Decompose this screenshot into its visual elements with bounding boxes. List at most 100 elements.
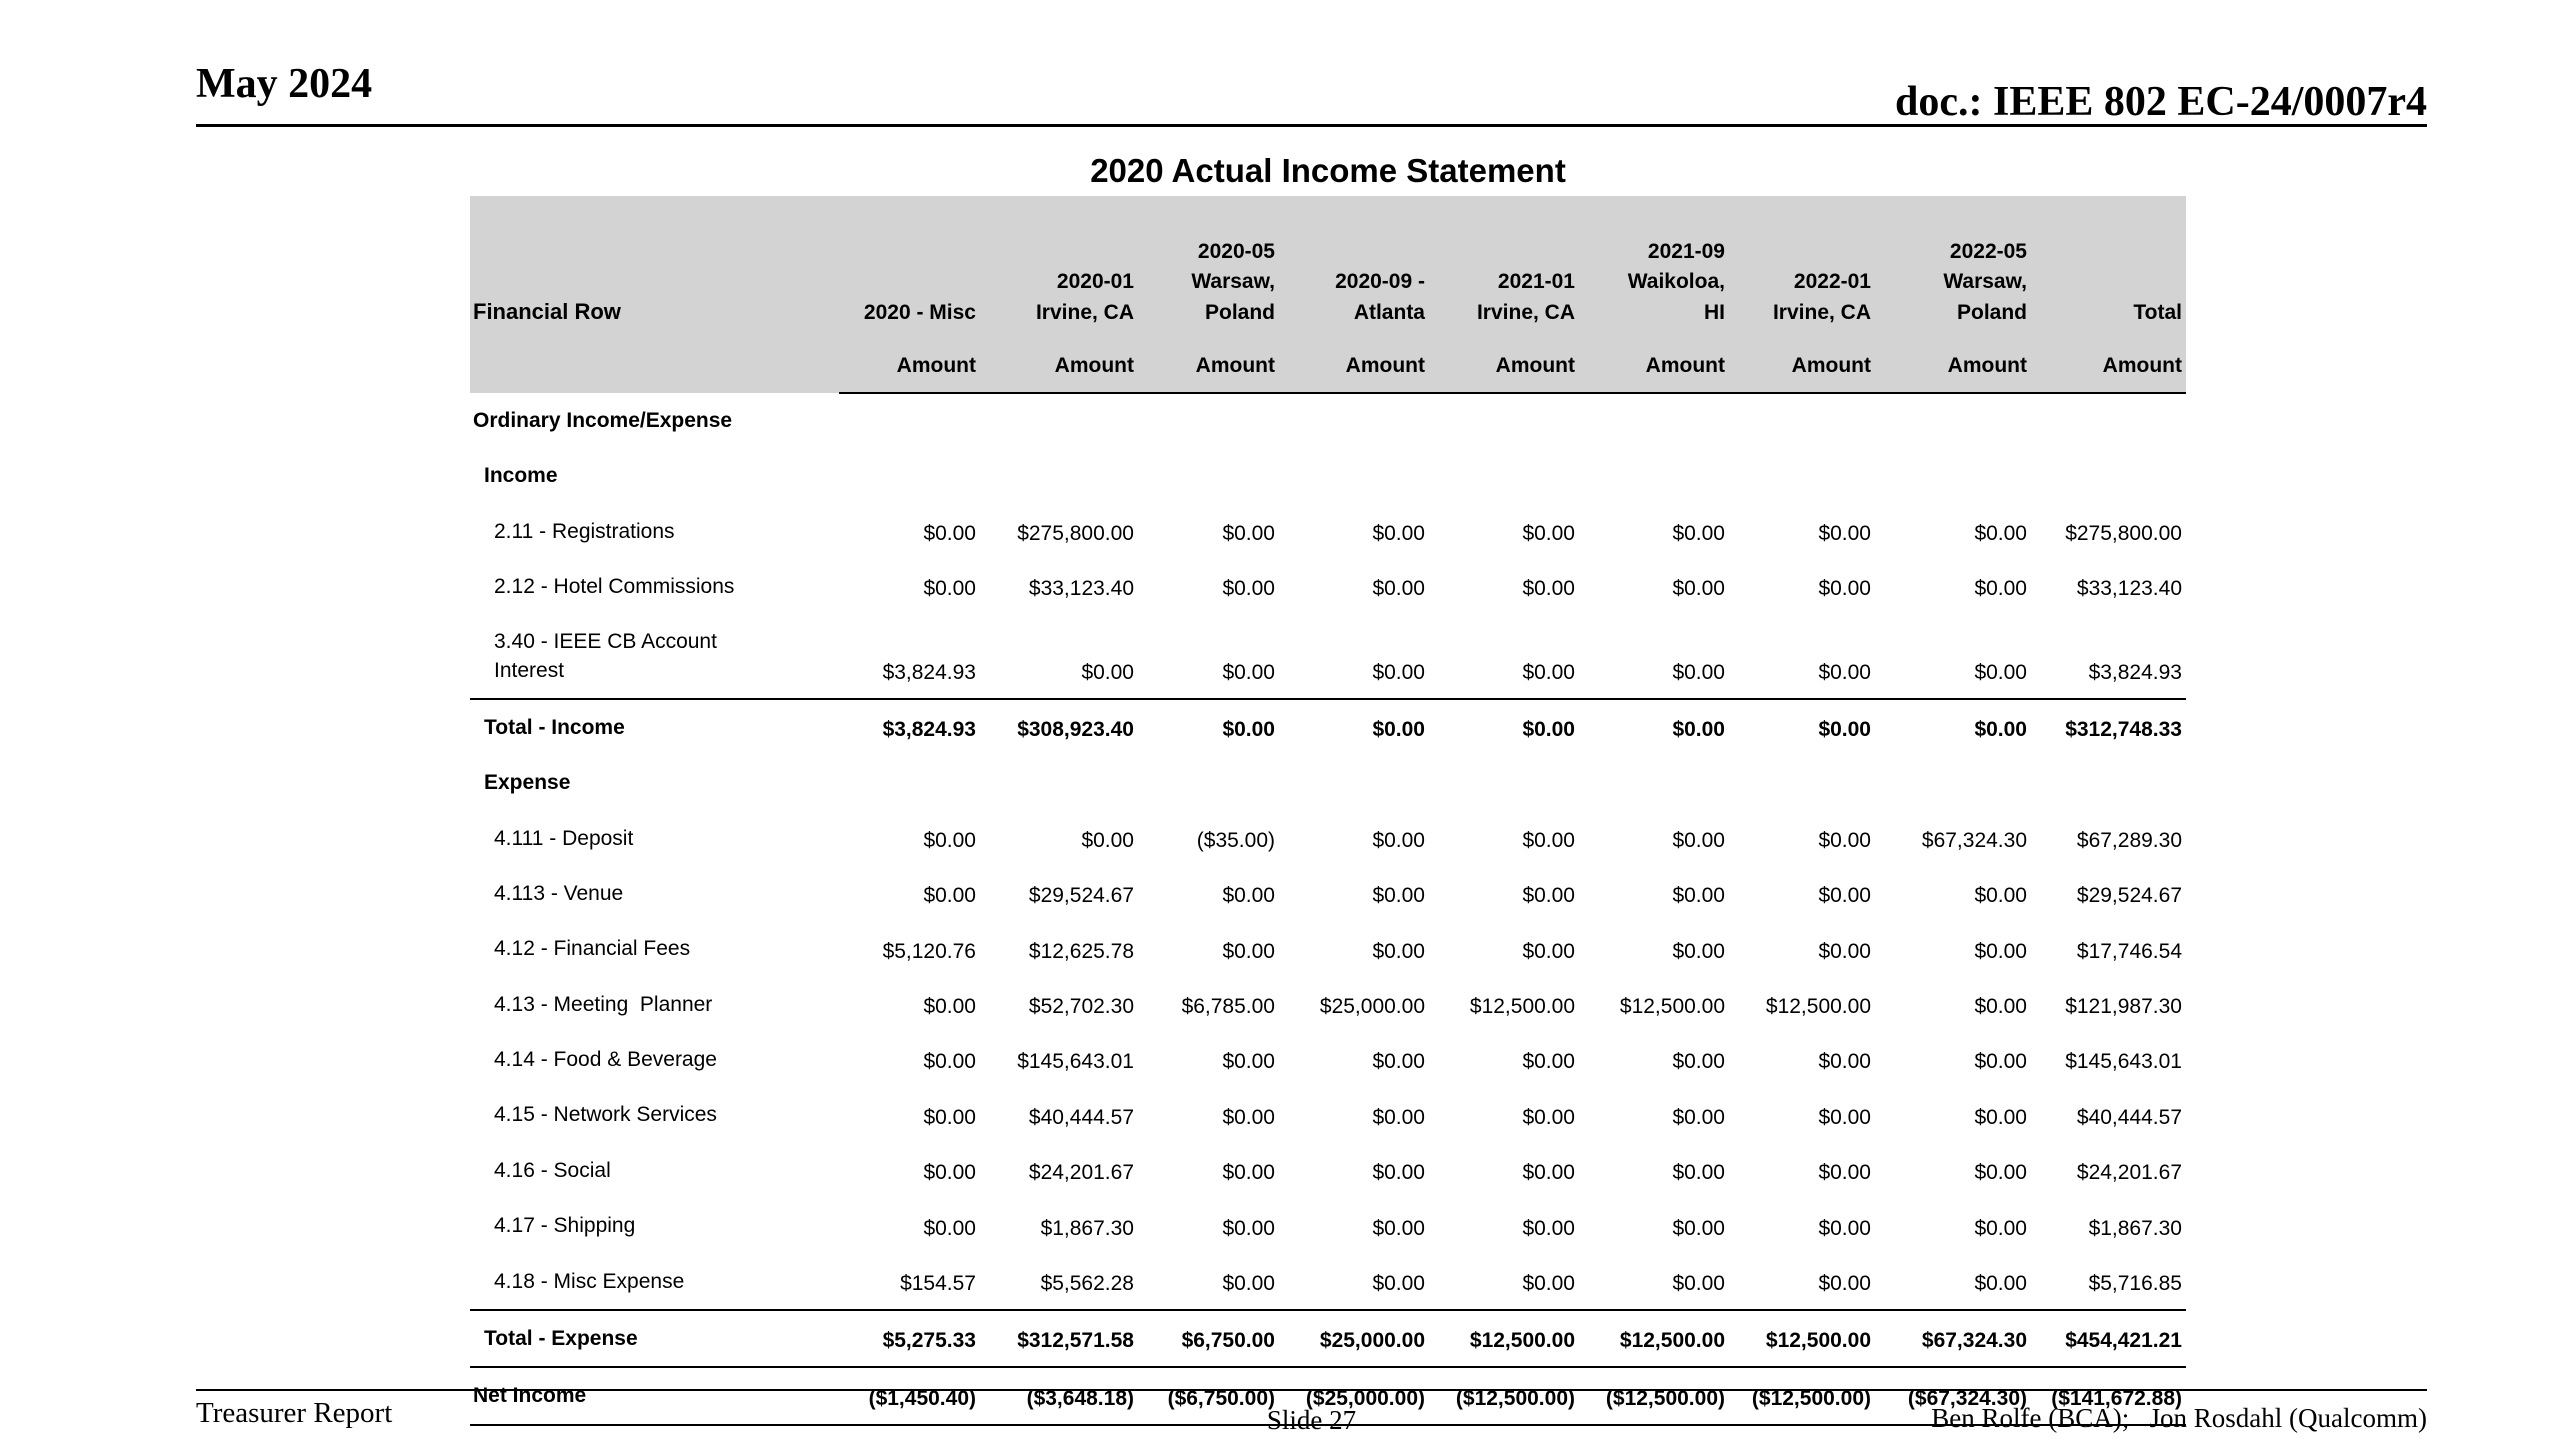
slide-title: 2020 Actual Income Statement	[1090, 152, 1566, 189]
amount-cell: $0.00	[1672, 661, 1725, 685]
amount-cell	[1138, 393, 1279, 448]
amount-cell	[980, 448, 1138, 503]
amount-column-header: Amount	[980, 336, 1138, 394]
amount-cell: $5,562.28	[1040, 1271, 1134, 1295]
amount-cell: $312,748.33	[2031, 698, 2186, 756]
amount-cell: $0.00	[1974, 1271, 2027, 1295]
amount-cell: ($25,000.00)	[1279, 1366, 1429, 1426]
row-label: Income	[484, 464, 558, 488]
amount-cell: $3,824.93	[2088, 661, 2182, 685]
amount-cell: $0.00	[1372, 577, 1425, 601]
table-row: Total - Expense $5,275.33 $312,571.58 $6,75…	[470, 1308, 2186, 1368]
amount-cell: $33,123.40	[2076, 577, 2182, 601]
amount-cell: $0.00	[1672, 1216, 1725, 1240]
amount-cell: $0.00	[1222, 1216, 1275, 1240]
row-label: 4.17 - Shipping	[494, 1214, 636, 1238]
amount-cell: $0.00	[1974, 1050, 2027, 1074]
column-header: 2020 - Misc	[839, 196, 980, 336]
table-row: Ordinary Income/Expense	[470, 393, 2186, 448]
table-row: 4.16 - Social $0.00 $24,201.67 $0.00 $0.00 $0…	[470, 1143, 2186, 1198]
amount-cell: $0.00	[1279, 698, 1429, 756]
amount-cell: $12,625.78	[1028, 939, 1134, 963]
amount-cell: $0.00	[923, 829, 976, 853]
amount-cell: $0.00	[923, 577, 976, 601]
table-row: Income	[470, 448, 2186, 503]
amount-cell: $0.00	[1974, 884, 2027, 908]
amount-cell: $0.00	[1372, 884, 1425, 908]
amount-cell	[1579, 448, 1729, 503]
amount-column-header: Amount	[1579, 336, 1729, 394]
amount-cell: $0.00	[1672, 884, 1725, 908]
amount-column-header: Amount	[1279, 336, 1429, 394]
amount-cell: $25,000.00	[1319, 995, 1425, 1019]
amount-cell: $33,123.40	[1028, 577, 1134, 601]
amount-cell: $0.00	[1522, 661, 1575, 685]
table-row: Total - Income $3,824.93 $308,923.40 $0.00 $…	[470, 698, 2186, 756]
amount-cell: $29,524.67	[2076, 884, 2182, 908]
amount-cell: $0.00	[1372, 1161, 1425, 1185]
amount-cell	[1429, 448, 1579, 503]
amount-cell	[1875, 448, 2031, 503]
amount-cell: $12,500.00	[1619, 995, 1725, 1019]
amount-cell: $6,785.00	[1181, 995, 1275, 1019]
amount-cell: $3,824.93	[839, 698, 980, 756]
amount-cell: $12,500.00	[1469, 995, 1575, 1019]
amount-cell: $0.00	[1818, 522, 1871, 546]
amount-cell: $1,867.30	[1040, 1216, 1134, 1240]
table-row: 4.14 - Food & Beverage $0.00 $145,643.01 $0…	[470, 1032, 2186, 1087]
row-label: 4.111 - Deposit	[494, 826, 634, 850]
amount-column-header: Amount	[1875, 336, 2031, 394]
amount-cell	[839, 393, 980, 448]
amount-cell: $0.00	[1818, 1271, 1871, 1295]
amount-cell: $0.00	[1579, 698, 1729, 756]
amount-cell: $0.00	[1372, 1216, 1425, 1240]
amount-cell: $3,824.93	[882, 661, 976, 685]
amount-cell: $1,867.30	[2088, 1216, 2182, 1240]
amount-cell: $0.00	[1372, 1271, 1425, 1295]
amount-cell: $40,444.57	[1028, 1105, 1134, 1129]
amount-cell: $0.00	[1974, 661, 2027, 685]
amount-cell: $312,571.58	[980, 1308, 1138, 1368]
amount-cell	[1729, 448, 1875, 503]
amount-cell: $0.00	[1522, 577, 1575, 601]
amount-cell: ($67,324.30)	[1875, 1366, 2031, 1426]
table-row: Net Income ($1,450.40) ($3,648.18) ($6,750.…	[470, 1366, 2186, 1426]
row-label: 2.12 - Hotel Commissions	[494, 575, 735, 599]
amount-cell: $0.00	[1372, 661, 1425, 685]
amount-cell: $0.00	[1222, 577, 1275, 601]
amount-cell: $0.00	[1522, 884, 1575, 908]
amount-cell: $0.00	[1672, 577, 1725, 601]
amount-cell: ($6,750.00)	[1138, 1366, 1279, 1426]
amount-cell: $0.00	[1081, 829, 1134, 853]
row-label: 2.11 - Registrations	[494, 519, 675, 543]
amount-cell	[1429, 393, 1579, 448]
amount-cell: $145,643.01	[2065, 1050, 2182, 1074]
amount-cell: $0.00	[1672, 1161, 1725, 1185]
amount-cell: $145,643.01	[1017, 1050, 1134, 1074]
amount-cell: ($12,500.00)	[1579, 1366, 1729, 1426]
amount-cell: $0.00	[1818, 577, 1871, 601]
table-row: Expense	[470, 755, 2186, 810]
amount-column-header: Amount	[1729, 336, 1875, 394]
amount-cell	[980, 755, 1138, 810]
amount-column-header: Amount	[839, 336, 980, 394]
amount-cell: $0.00	[1818, 1050, 1871, 1074]
amount-cell: $0.00	[1818, 939, 1871, 963]
amount-cell: $0.00	[1522, 1050, 1575, 1074]
amount-cell: $0.00	[1672, 939, 1725, 963]
amount-cell: $0.00	[1818, 1105, 1871, 1129]
amount-cell: ($12,500.00)	[1729, 1366, 1875, 1426]
column-header: 2020-01 Irvine, CA	[980, 196, 1138, 336]
amount-cell: $0.00	[1372, 1050, 1425, 1074]
amount-cell	[1875, 755, 2031, 810]
table-row: 4.12 - Financial Fees $5,120.76 $12,625.78…	[470, 921, 2186, 976]
amount-cell	[1729, 393, 1875, 448]
amount-cell: $0.00	[1672, 829, 1725, 853]
amount-cell: $0.00	[1974, 1216, 2027, 1240]
row-label: 4.16 - Social	[494, 1158, 611, 1182]
amount-cell: $17,746.54	[2076, 939, 2182, 963]
amount-cell: $0.00	[1672, 1105, 1725, 1129]
row-label: 4.13 - Meeting Planner	[494, 992, 713, 1016]
amount-cell: $67,324.30	[1921, 829, 2027, 853]
amount-cell: $67,324.30	[1875, 1308, 2031, 1368]
